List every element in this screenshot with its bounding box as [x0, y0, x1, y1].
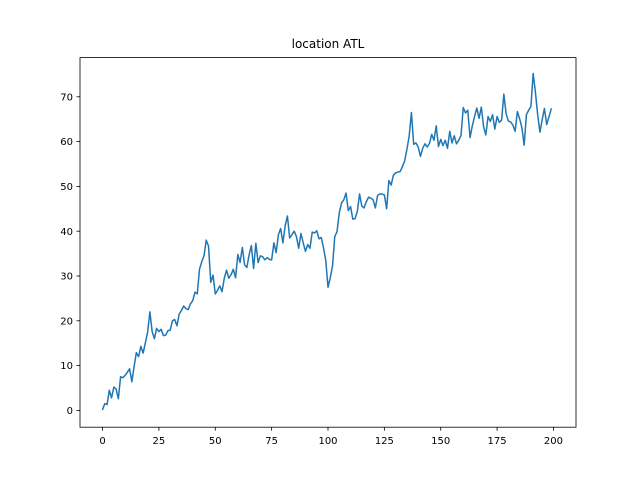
chart-title: location ATL: [292, 37, 365, 51]
y-tick-label: 20: [60, 316, 73, 327]
x-tick-label: 150: [431, 436, 450, 447]
x-tick-label: 50: [209, 436, 222, 447]
y-tick-label: 70: [60, 92, 73, 103]
x-tick-label: 200: [544, 436, 563, 447]
x-tick-label: 100: [318, 436, 337, 447]
x-tick-label: 125: [375, 436, 394, 447]
y-axis: 0 10 20 30 40 50 60 70: [60, 92, 80, 417]
x-tick-label: 25: [153, 436, 166, 447]
y-tick-label: 50: [60, 182, 73, 193]
series-line: [101, 72, 552, 411]
x-tick-label: 175: [488, 436, 507, 447]
x-tick-label: 0: [99, 436, 105, 447]
y-tick-label: 0: [67, 406, 73, 417]
y-tick-label: 30: [60, 272, 73, 283]
x-axis: 0 25 50 75 100 125 150 175 200: [99, 427, 563, 447]
y-tick-label: 60: [60, 137, 73, 148]
y-tick-label: 10: [60, 361, 73, 372]
plot-area-frame: [79, 57, 577, 428]
x-tick-label: 75: [265, 436, 278, 447]
y-tick-label: 40: [60, 227, 73, 238]
